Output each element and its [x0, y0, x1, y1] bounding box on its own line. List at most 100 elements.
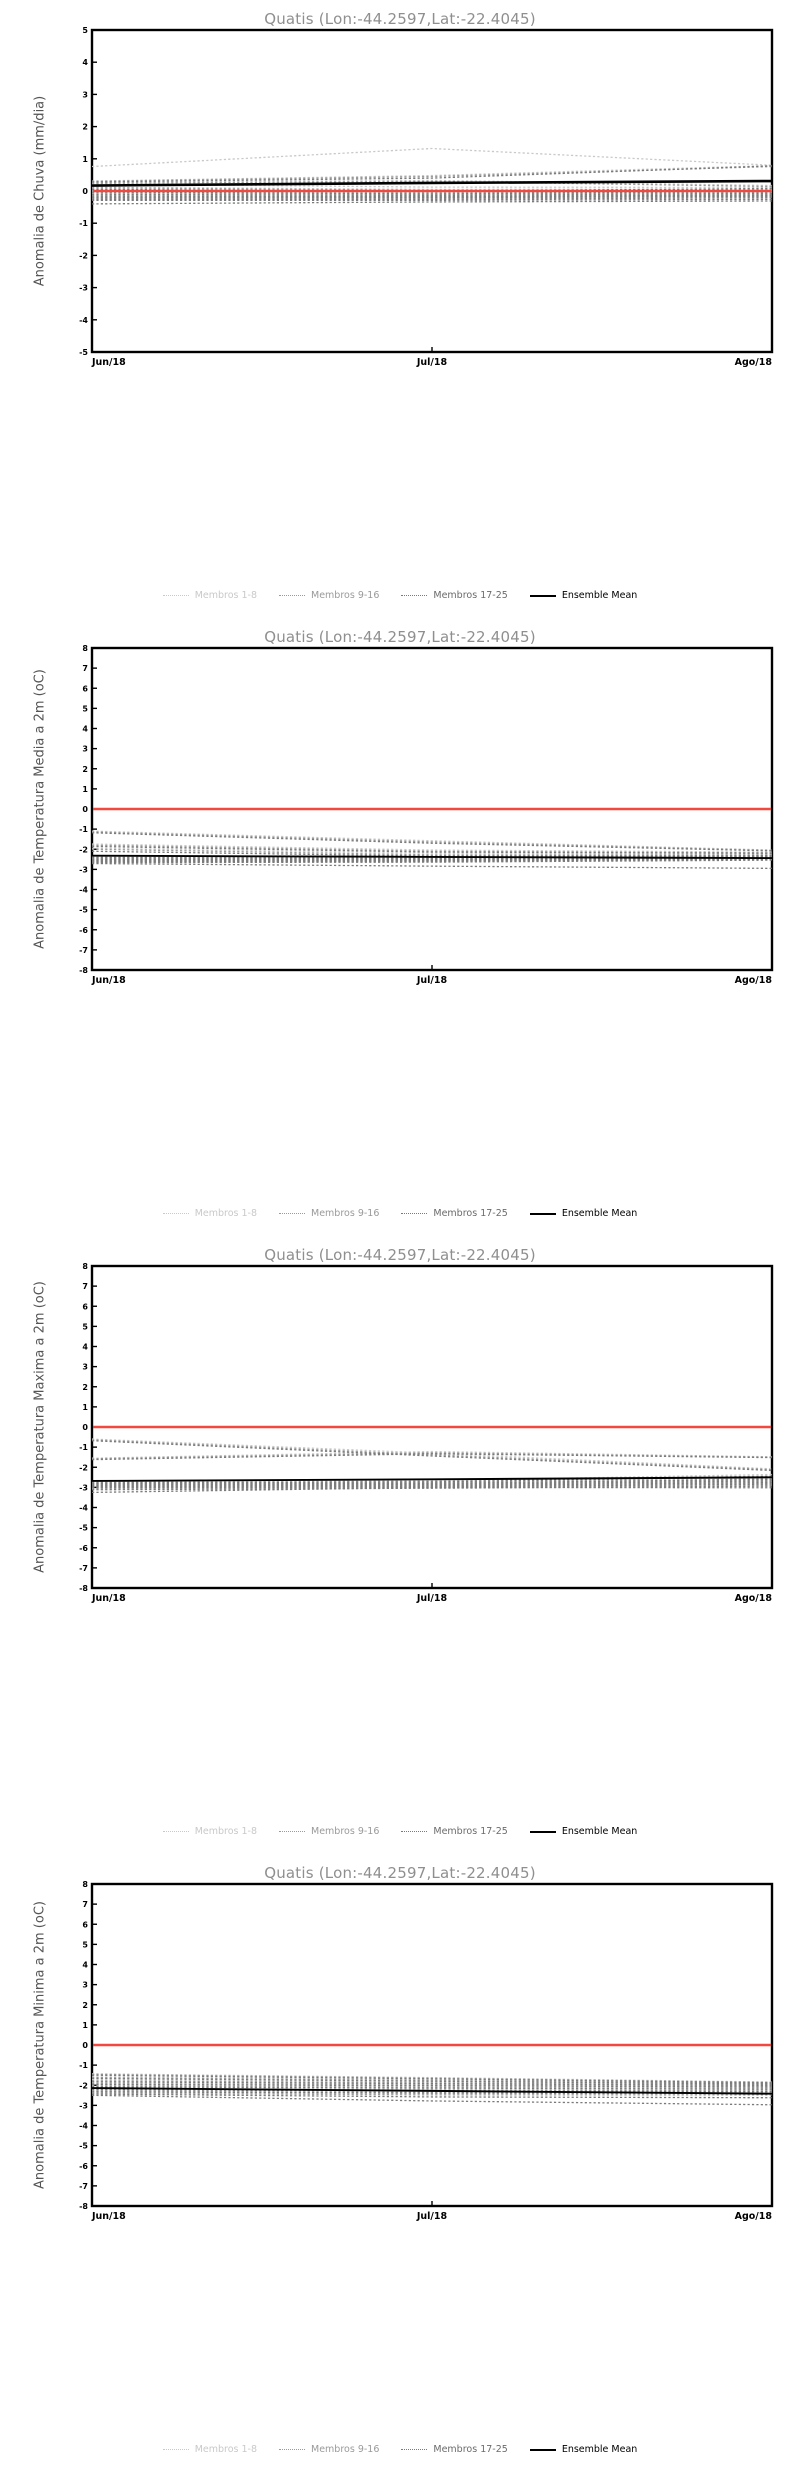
legend-label: Membros 17-25 — [433, 2444, 508, 2455]
legend-swatch-solid-line — [529, 2448, 556, 2451]
legend-item[interactable]: Membros 1-8 — [162, 1208, 258, 1219]
legend-label: Membros 17-25 — [433, 1208, 508, 1219]
legend-swatch-dotted-line — [279, 1831, 306, 1832]
x-tick-label: Jun/18 — [91, 357, 126, 368]
member-series-line — [91, 2094, 773, 2106]
y-tick-label: 2 — [82, 123, 88, 132]
member-series-line — [91, 2084, 773, 2089]
x-tick-label: Jul/18 — [416, 1593, 448, 1604]
member-series-line — [91, 2077, 773, 2085]
legend-swatch-dotted-line — [401, 1213, 428, 1214]
y-tick-label: -7 — [79, 1564, 88, 1573]
legend-item[interactable]: Membros 1-8 — [162, 1826, 258, 1837]
chart-title: Quatis (Lon:-44.2597,Lat:-22.4045) — [264, 1246, 536, 1264]
x-tick-label: Jun/18 — [91, 1593, 126, 1604]
member-series-line — [91, 847, 773, 855]
member-series-line — [91, 179, 773, 187]
member-series-line — [91, 183, 773, 189]
member-series-line — [91, 2087, 773, 2091]
ensemble-mean-line — [91, 854, 773, 860]
y-tick-label: -3 — [79, 2101, 88, 2110]
x-tick-label: Jun/18 — [91, 975, 126, 986]
member-series-line — [91, 200, 773, 205]
x-tick-label: Ago/18 — [735, 975, 773, 986]
y-tick-label: -4 — [79, 1504, 88, 1513]
y-tick-label: 4 — [82, 725, 88, 734]
legend-label: Ensemble Mean — [561, 590, 638, 601]
y-tick-label: -1 — [79, 2061, 88, 2070]
y-tick-label: -5 — [79, 2142, 88, 2151]
legend-item[interactable]: Membros 1-8 — [162, 590, 257, 601]
y-tick-label: 0 — [82, 805, 88, 814]
y-tick-label: -8 — [79, 2202, 88, 2211]
y-tick-label: 3 — [82, 90, 88, 99]
ensemble-mean-line — [91, 2087, 773, 2095]
member-series-line — [91, 2080, 773, 2086]
legend-label: Membros 17-25 — [433, 1826, 508, 1837]
legend-swatch-dotted-line — [401, 1831, 428, 1832]
member-series-line — [91, 859, 773, 864]
legend-item[interactable]: Membros 17-25 — [401, 590, 508, 601]
y-tick-label: 1 — [82, 2021, 88, 2030]
legend-item[interactable]: Ensemble Mean — [529, 1208, 637, 1219]
y-tick-label: 4 — [82, 1343, 88, 1352]
legend-item[interactable]: Membros 9-16 — [279, 590, 379, 601]
member-series-line — [91, 1486, 773, 1494]
y-tick-label: 2 — [82, 2001, 88, 2010]
member-series-line — [91, 2083, 773, 2088]
y-tick-label: 5 — [82, 1322, 88, 1331]
legend-item[interactable]: Ensemble Mean — [529, 2444, 638, 2455]
member-series-line — [91, 1476, 773, 1484]
y-tick-label: 3 — [82, 1981, 88, 1990]
member-series-line — [91, 848, 772, 856]
y-tick-label: 8 — [82, 1262, 88, 1271]
member-series-line — [91, 832, 773, 852]
legend-item[interactable]: Membros 9-16 — [279, 1208, 379, 1219]
legend-item[interactable]: Ensemble Mean — [529, 590, 638, 601]
member-series-line — [92, 198, 773, 201]
legend-label: Membros 1-8 — [194, 1208, 258, 1219]
member-series-line — [91, 2086, 773, 2090]
plot-area-temp-maxima: -8 -7 -6 -5 -4 -3 -2 -1 0 1 2 3 4 5 6 7 8 Jun/18 Jul/18 Ago… — [79, 1262, 774, 1604]
legend-swatch-dotted-line — [162, 1213, 189, 1214]
legend-item[interactable]: Membros 17-25 — [401, 2444, 508, 2455]
plot-area-chuva: -5 -4 -3 -2 -1 0 1 2 3 4 5 Jun/18 Jul/18 Ago/18 — [79, 26, 774, 368]
member-series-line — [91, 147, 773, 168]
member-series-line — [91, 2076, 773, 2084]
member-series-line — [91, 845, 773, 854]
member-series-line — [91, 192, 773, 197]
chart-panel-temp-media: Quatis (Lon:-44.2597,Lat:-22.4045) Anomal… — [0, 618, 800, 1236]
y-tick-label: 0 — [82, 187, 88, 196]
y-tick-label: 5 — [82, 704, 88, 713]
plot-area-temp-media: -8 -7 -6 -5 -4 -3 -2 -1 0 1 2 3 4 5 6 7 8 Jun/18 Jul/18 Ago… — [79, 644, 774, 986]
legend-item[interactable]: Ensemble Mean — [529, 1826, 637, 1837]
y-tick-label: 1 — [82, 155, 88, 164]
legend-item[interactable]: Membros 17-25 — [401, 1826, 508, 1837]
member-series-line — [91, 843, 773, 853]
legend-label: Membros 1-8 — [194, 1826, 258, 1837]
chart-legend: Membros 1-8 Membros 9-16 Membros 17-25 Ense… — [0, 1826, 800, 1837]
y-tick-label: 7 — [82, 664, 88, 673]
member-series-line — [91, 1478, 773, 1485]
legend-item[interactable]: Membros 17-25 — [401, 1208, 508, 1219]
legend-label: Membros 9-16 — [311, 1826, 380, 1837]
chart-title: Quatis (Lon:-44.2597,Lat:-22.4045) — [264, 1864, 536, 1882]
y-tick-label: -5 — [79, 348, 88, 357]
chart-legend: Membros 1-8 Membros 9-16 Membros 17-25 Ense… — [0, 2444, 800, 2455]
y-tick-label: -7 — [79, 946, 88, 955]
member-series-line — [91, 2091, 773, 2094]
legend-label: Ensemble Mean — [561, 2444, 638, 2455]
legend-item[interactable]: Membros 9-16 — [279, 1826, 379, 1837]
y-tick-label: 3 — [82, 745, 88, 754]
y-tick-label: 6 — [82, 1920, 88, 1929]
y-tick-label: 5 — [82, 26, 88, 35]
y-tick-label: 5 — [82, 1940, 88, 1949]
ensemble-mean-line — [91, 179, 773, 187]
legend-item[interactable]: Membros 1-8 — [162, 2444, 257, 2455]
legend-item[interactable]: Membros 9-16 — [279, 2444, 379, 2455]
member-series-line — [91, 858, 773, 863]
member-series-line — [91, 856, 773, 861]
member-series-line — [91, 189, 773, 194]
member-series-line — [91, 2074, 773, 2084]
y-tick-label: 6 — [82, 684, 88, 693]
